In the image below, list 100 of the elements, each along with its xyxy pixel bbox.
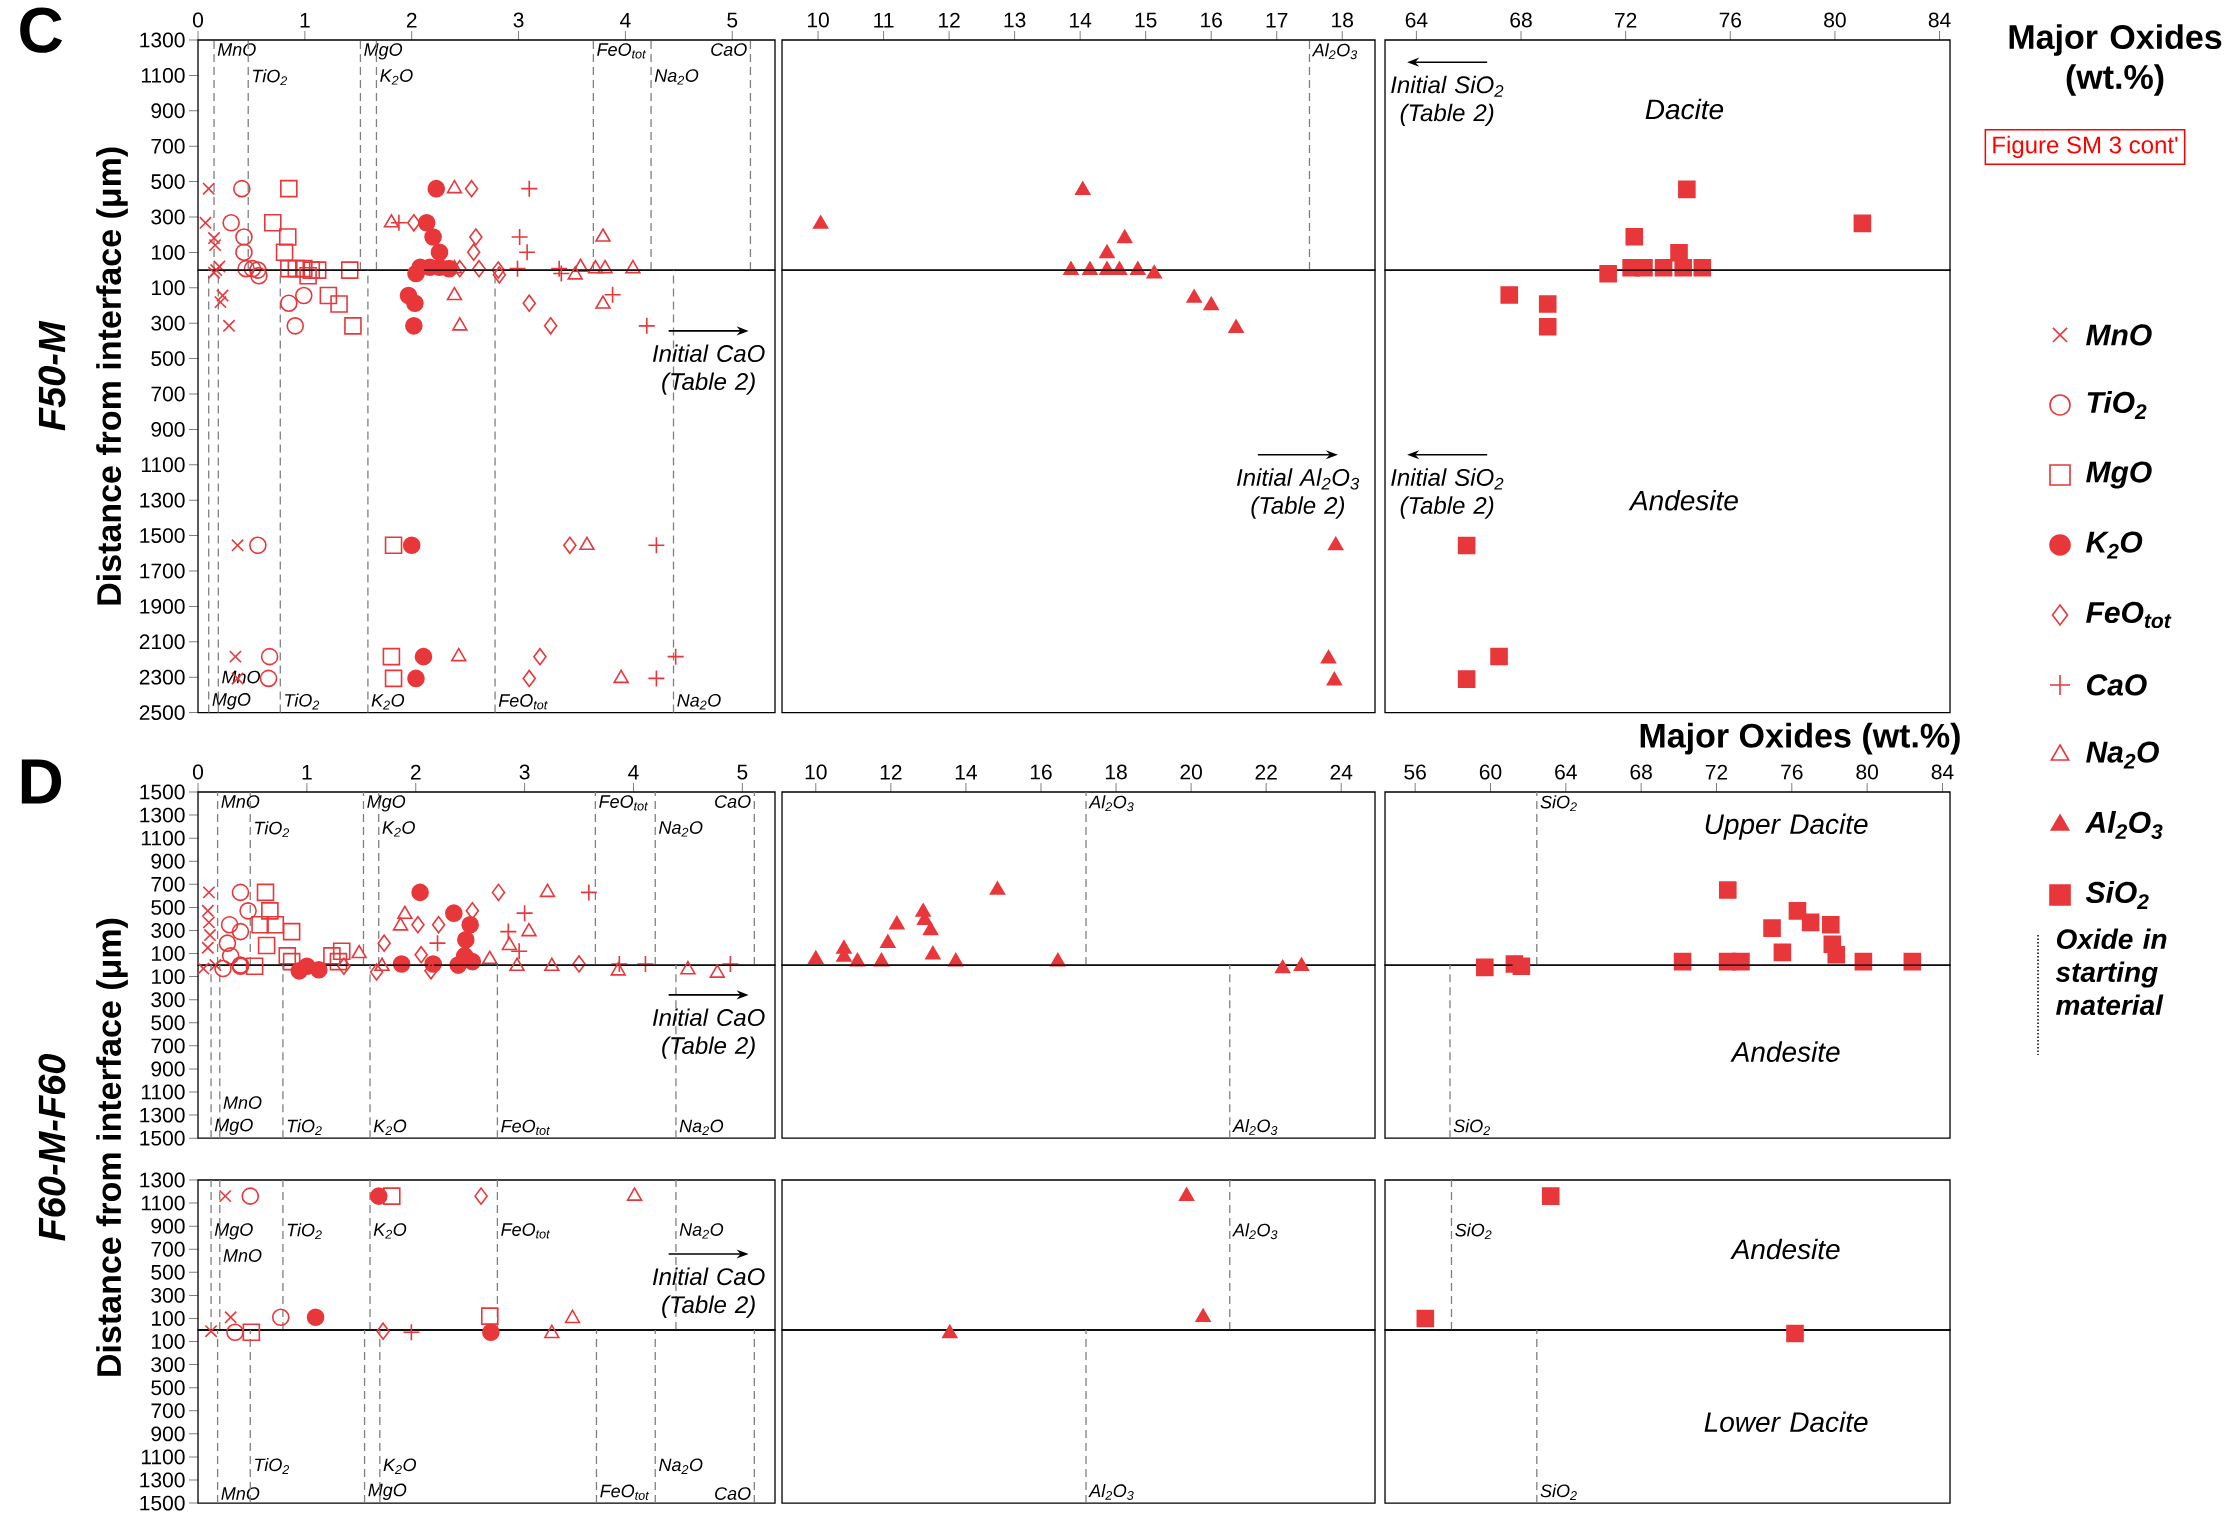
point	[340, 261, 359, 279]
point	[280, 259, 298, 278]
point	[1146, 265, 1162, 279]
ref-line-label: CaO	[711, 43, 747, 56]
x-tick-label: 84	[1931, 764, 1954, 780]
x-tick-label: 3	[519, 764, 530, 780]
point	[241, 1187, 260, 1205]
point	[282, 922, 301, 941]
point	[474, 1187, 488, 1205]
point	[235, 243, 253, 261]
point	[564, 1309, 581, 1324]
text: F50-M	[38, 320, 66, 431]
point	[243, 259, 262, 278]
text: Figure SM 3 cont'	[1993, 135, 2178, 159]
point	[414, 945, 428, 964]
point	[1827, 945, 1846, 964]
point	[220, 915, 239, 934]
point	[880, 934, 896, 948]
x-tick-label: 5	[727, 12, 738, 28]
point	[257, 936, 276, 955]
x-tick-label: 68	[1510, 12, 1532, 28]
point	[260, 647, 279, 666]
point	[522, 294, 537, 312]
y-tick-label: 300	[151, 923, 185, 938]
y-tick-label: 1100	[141, 1195, 185, 1211]
x-axis-title: Major Oxides (wt.%)	[2009, 24, 2222, 96]
ref-line-label: SiO$_{2}$	[1455, 1223, 1492, 1240]
x-tick-label: 17	[1266, 13, 1288, 28]
x-tick-label: 0	[192, 764, 204, 780]
point	[218, 934, 237, 952]
y-tick-label: 100	[152, 969, 185, 985]
y-tick-label: 500	[151, 1380, 185, 1396]
y-axis-title: Distance from interface (μm)	[96, 918, 128, 1376]
point	[384, 536, 403, 555]
point	[239, 902, 257, 920]
point	[207, 231, 221, 245]
point	[202, 182, 216, 196]
point	[465, 902, 480, 920]
point	[351, 944, 367, 959]
x-tick-label: 14	[1070, 13, 1092, 28]
point	[597, 259, 613, 274]
ref-line-label: Na$_{2}$O	[654, 69, 699, 85]
point	[330, 295, 348, 313]
y-tick-label: 1100	[141, 457, 185, 473]
ref-line-label: TiO$_{2}$	[285, 693, 320, 710]
point	[1116, 229, 1133, 244]
x-tick-label: 1	[300, 13, 310, 28]
point	[812, 215, 829, 229]
point	[344, 317, 362, 335]
y-tick-label: 1100	[141, 830, 185, 846]
ref-line-label: K$_{2}$O	[380, 69, 413, 85]
ref-line-label: FeO$_{tot}$	[599, 795, 649, 811]
point	[1788, 902, 1807, 920]
x-tick-label: 13	[1004, 12, 1026, 28]
ref-line-label: MnO	[221, 795, 260, 808]
ref-line-label: MgO	[364, 43, 403, 60]
ref-line-label: Na$_{2}$O	[679, 1223, 724, 1239]
y-tick-label: 1100	[141, 1449, 185, 1465]
point	[286, 317, 305, 335]
point	[451, 647, 467, 662]
annotation: Initial SiO$_{2}$ (Table 2)	[1391, 75, 1504, 127]
annotation: Initial SiO$_{2}$ (Table 2)	[1391, 468, 1504, 519]
y-axis-title: Distance from interface (μm)	[96, 147, 128, 605]
point	[491, 261, 506, 279]
point	[259, 669, 278, 688]
annotation: Andesite	[1628, 489, 1738, 511]
point	[1228, 319, 1244, 333]
x-tick-label: 16	[1201, 12, 1222, 28]
legend-label: Al$_{2}$O$_{3}$	[2084, 810, 2163, 839]
point	[579, 536, 595, 551]
ref-line-label: CaO	[715, 795, 751, 808]
point	[543, 317, 558, 335]
ref-line-label: FeO$_{tot}$	[498, 694, 548, 710]
ref-line-label: CaO	[715, 1487, 751, 1500]
annotation: Initial Al$_{2}$O$_{3}$ (Table 2)	[1237, 468, 1360, 519]
point	[1490, 647, 1508, 666]
y-tick-label: 1300	[140, 32, 185, 48]
y-tick-label: 500	[151, 899, 185, 915]
ref-line-label: FeO$_{tot}$	[597, 43, 647, 59]
point	[461, 915, 479, 934]
point	[280, 179, 298, 198]
x-tick-label: 2	[406, 12, 417, 28]
ref-line-label: TiO$_{2}$	[287, 1223, 322, 1240]
y-tick-label: 700	[151, 1038, 185, 1054]
ref-line-label: MgO	[212, 693, 251, 710]
point	[417, 214, 436, 232]
y-tick-label: 2300	[139, 669, 185, 685]
y-tick-label: 100	[152, 244, 185, 260]
point	[250, 266, 268, 285]
point	[275, 243, 294, 261]
point	[302, 261, 321, 279]
point	[522, 669, 537, 688]
point	[222, 214, 240, 232]
point	[1538, 295, 1557, 313]
ref-line-label: Na$_{2}$O	[659, 821, 703, 837]
legend-label: CaO	[2087, 674, 2147, 696]
y-tick-label: 1300	[140, 1472, 185, 1488]
x-tick-label: 12	[880, 764, 902, 780]
ref-line-label: K$_{2}$O	[383, 1458, 417, 1474]
annotation: Initial CaO (Table 2)	[652, 1008, 765, 1059]
